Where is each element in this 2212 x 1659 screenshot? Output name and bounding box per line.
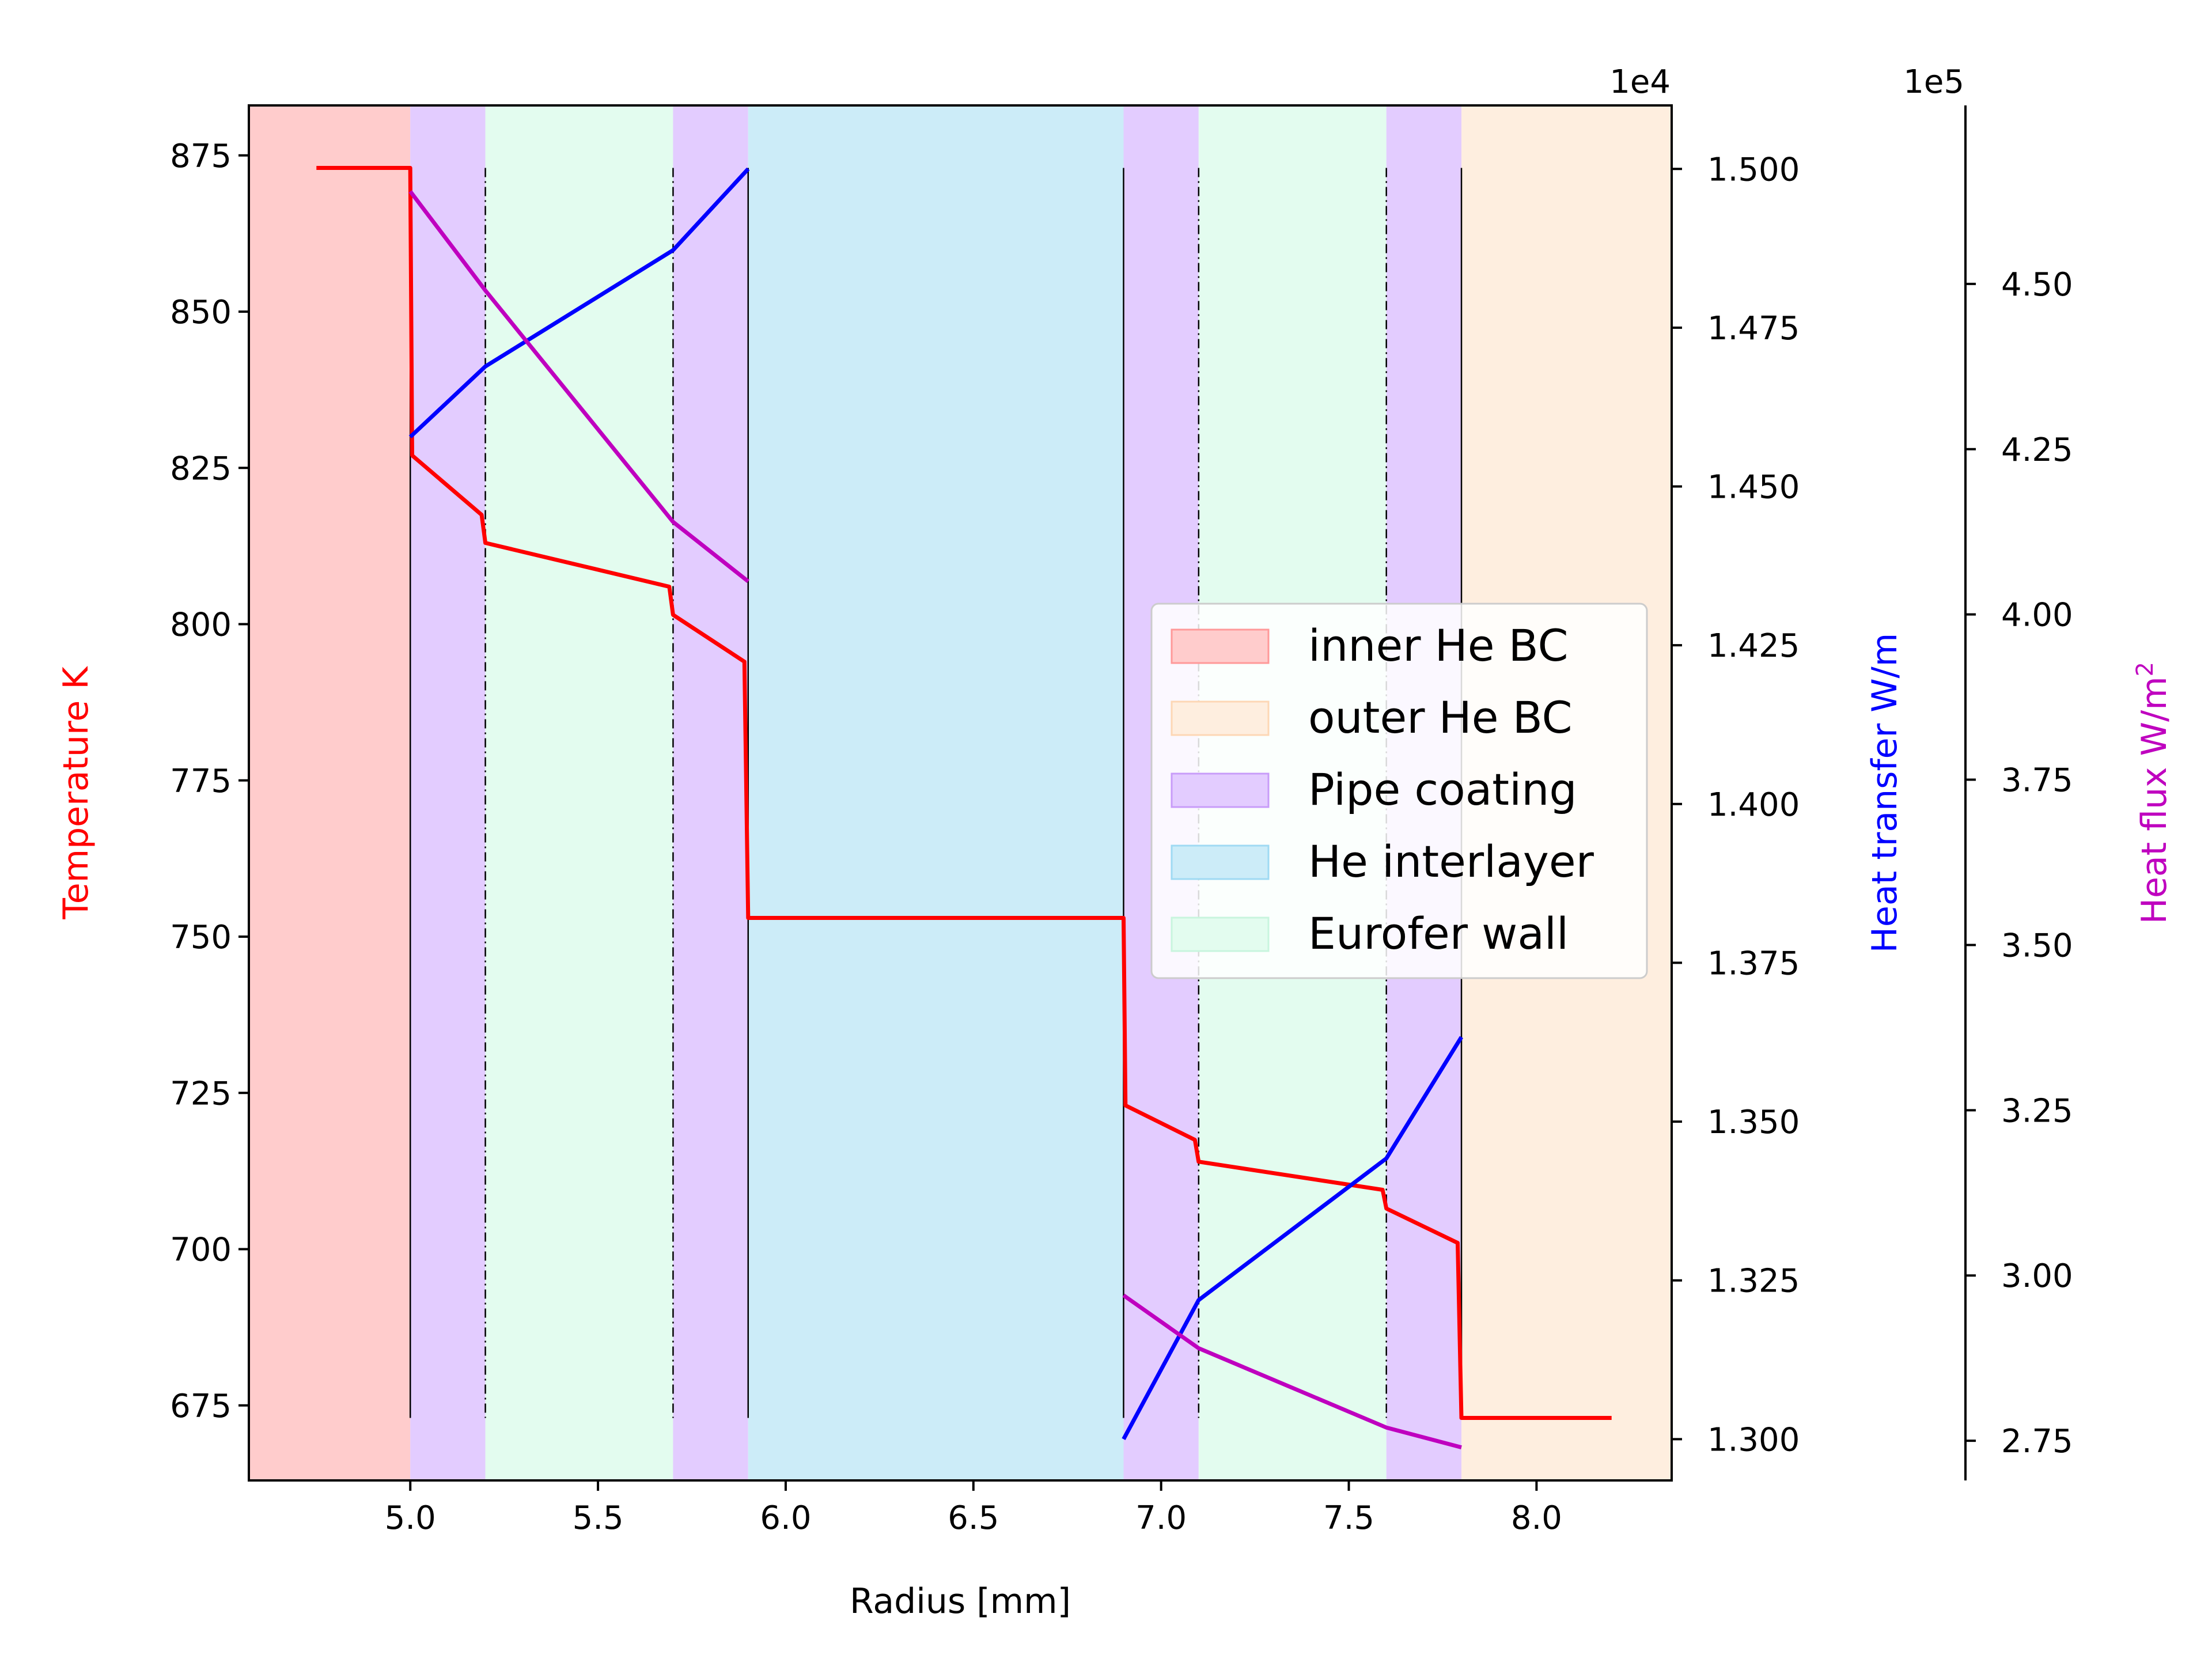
region-band-2 — [485, 105, 673, 1480]
heat-transfer-tick-label-3: 1.375 — [1707, 945, 1800, 982]
x-tick-label-6: 8.0 — [1511, 1499, 1562, 1537]
legend-label-4: Eurofer wall — [1308, 908, 1569, 959]
heat-transfer-tick-label-5: 1.425 — [1707, 627, 1800, 665]
legend-box — [1150, 603, 1648, 979]
legend-label-3: He interlayer — [1308, 836, 1594, 887]
plot-frame — [248, 104, 1673, 1482]
region-band-4 — [748, 105, 1124, 1480]
heat-flux-axis-title-main: Heat flux W/m — [2134, 676, 2175, 924]
heat_transfer-series-line-1 — [408, 167, 750, 439]
legend-label-1: outer He BC — [1308, 692, 1573, 743]
heat-flux-tick-label-0: 2.75 — [2001, 1423, 2073, 1460]
heat-transfer-tick-label-1: 1.325 — [1707, 1263, 1800, 1300]
heat-transfer-axis-title: Heat transfer W/m — [1865, 633, 1905, 953]
heat-transfer-tick-label-7: 1.475 — [1707, 310, 1800, 347]
series-lines — [316, 166, 1612, 1449]
heat-flux-tick-label-3: 3.50 — [2001, 927, 2073, 964]
temperature-tick-label-4: 775 — [170, 763, 232, 800]
x-tick-label-0: 5.0 — [385, 1499, 436, 1537]
temperature-tick-label-5: 800 — [170, 607, 232, 644]
temperature-tick-label-6: 825 — [170, 450, 232, 487]
temperature-tick-label-3: 750 — [170, 919, 232, 956]
heat-transfer-axis: 1.300 1.325 1.350 1.375 1.400 1.425 1.450 1.475… — [1672, 151, 1800, 1459]
temperature-tick-label-1: 700 — [170, 1232, 232, 1269]
heat-flux-tick-label-7: 4.50 — [2001, 266, 2073, 304]
heat-flux-axis-title: Heat flux W/m2 — [2132, 662, 2175, 924]
temperature-series-line-0 — [316, 166, 1612, 1420]
heat-flux-multiplier: 1e5 — [1903, 63, 1964, 101]
heat-transfer-tick-label-0: 1.300 — [1707, 1421, 1800, 1459]
temperature-tick-label-7: 850 — [170, 294, 232, 331]
heat_flux-series-line-3 — [408, 190, 749, 584]
heat-flux-axis: 2.75 3.00 3.25 3.50 3.75 4.00 4.25 4.50 — [1964, 105, 2073, 1480]
heat_flux-series-line-4 — [1122, 1293, 1462, 1449]
x-axis-title: Radius [mm] — [850, 1581, 1071, 1622]
x-tick-label-5: 7.5 — [1323, 1499, 1374, 1537]
legend-label-0: inner He BC — [1308, 620, 1569, 671]
heat-transfer-tick-label-8: 1.500 — [1707, 151, 1800, 188]
legend-swatch-0 — [1171, 628, 1270, 664]
x-tick-label-2: 6.0 — [760, 1499, 811, 1537]
temperature-tick-label-0: 675 — [170, 1388, 232, 1425]
legend: inner He BC outer He BC Pipe coating He int… — [1150, 603, 1648, 979]
temperature-axis: 675 700 725 750 775 800 825 850 875 — [170, 138, 249, 1425]
region-band-1 — [410, 105, 486, 1480]
region-band-0 — [249, 105, 411, 1480]
heat-transfer-multiplier: 1e4 — [1609, 63, 1671, 101]
temperature-tick-label-8: 875 — [170, 138, 232, 175]
x-tick-label-1: 5.5 — [573, 1499, 624, 1537]
heat_transfer-series-line-2 — [1122, 1036, 1463, 1440]
heat-flux-tick-label-6: 4.25 — [2001, 431, 2073, 469]
heat-transfer-tick-label-6: 1.450 — [1707, 469, 1800, 506]
heat-transfer-tick-label-4: 1.400 — [1707, 786, 1800, 824]
legend-swatch-2 — [1171, 772, 1270, 808]
heat-flux-axis-title-sup: 2 — [2132, 662, 2158, 676]
heat-flux-tick-label-1: 3.00 — [2001, 1257, 2073, 1295]
heat-transfer-tick-label-2: 1.350 — [1707, 1104, 1800, 1141]
temperature-tick-label-2: 725 — [170, 1075, 232, 1112]
heat-flux-tick-label-2: 3.25 — [2001, 1092, 2073, 1130]
heat-flux-tick-label-5: 4.00 — [2001, 597, 2073, 634]
x-tick-label-3: 6.5 — [948, 1499, 999, 1537]
x-tick-label-4: 7.0 — [1135, 1499, 1187, 1537]
legend-swatch-3 — [1171, 844, 1270, 880]
x-axis: 5.0 5.5 6.0 6.5 7.0 7.5 8.0 — [385, 1480, 1562, 1537]
region-band-3 — [673, 105, 748, 1480]
temperature-axis-title: Temperature K — [56, 666, 96, 920]
legend-swatch-4 — [1171, 916, 1270, 952]
legend-swatch-1 — [1171, 700, 1270, 736]
legend-label-2: Pipe coating — [1308, 764, 1577, 815]
heat-flux-tick-label-4: 3.75 — [2001, 762, 2073, 800]
